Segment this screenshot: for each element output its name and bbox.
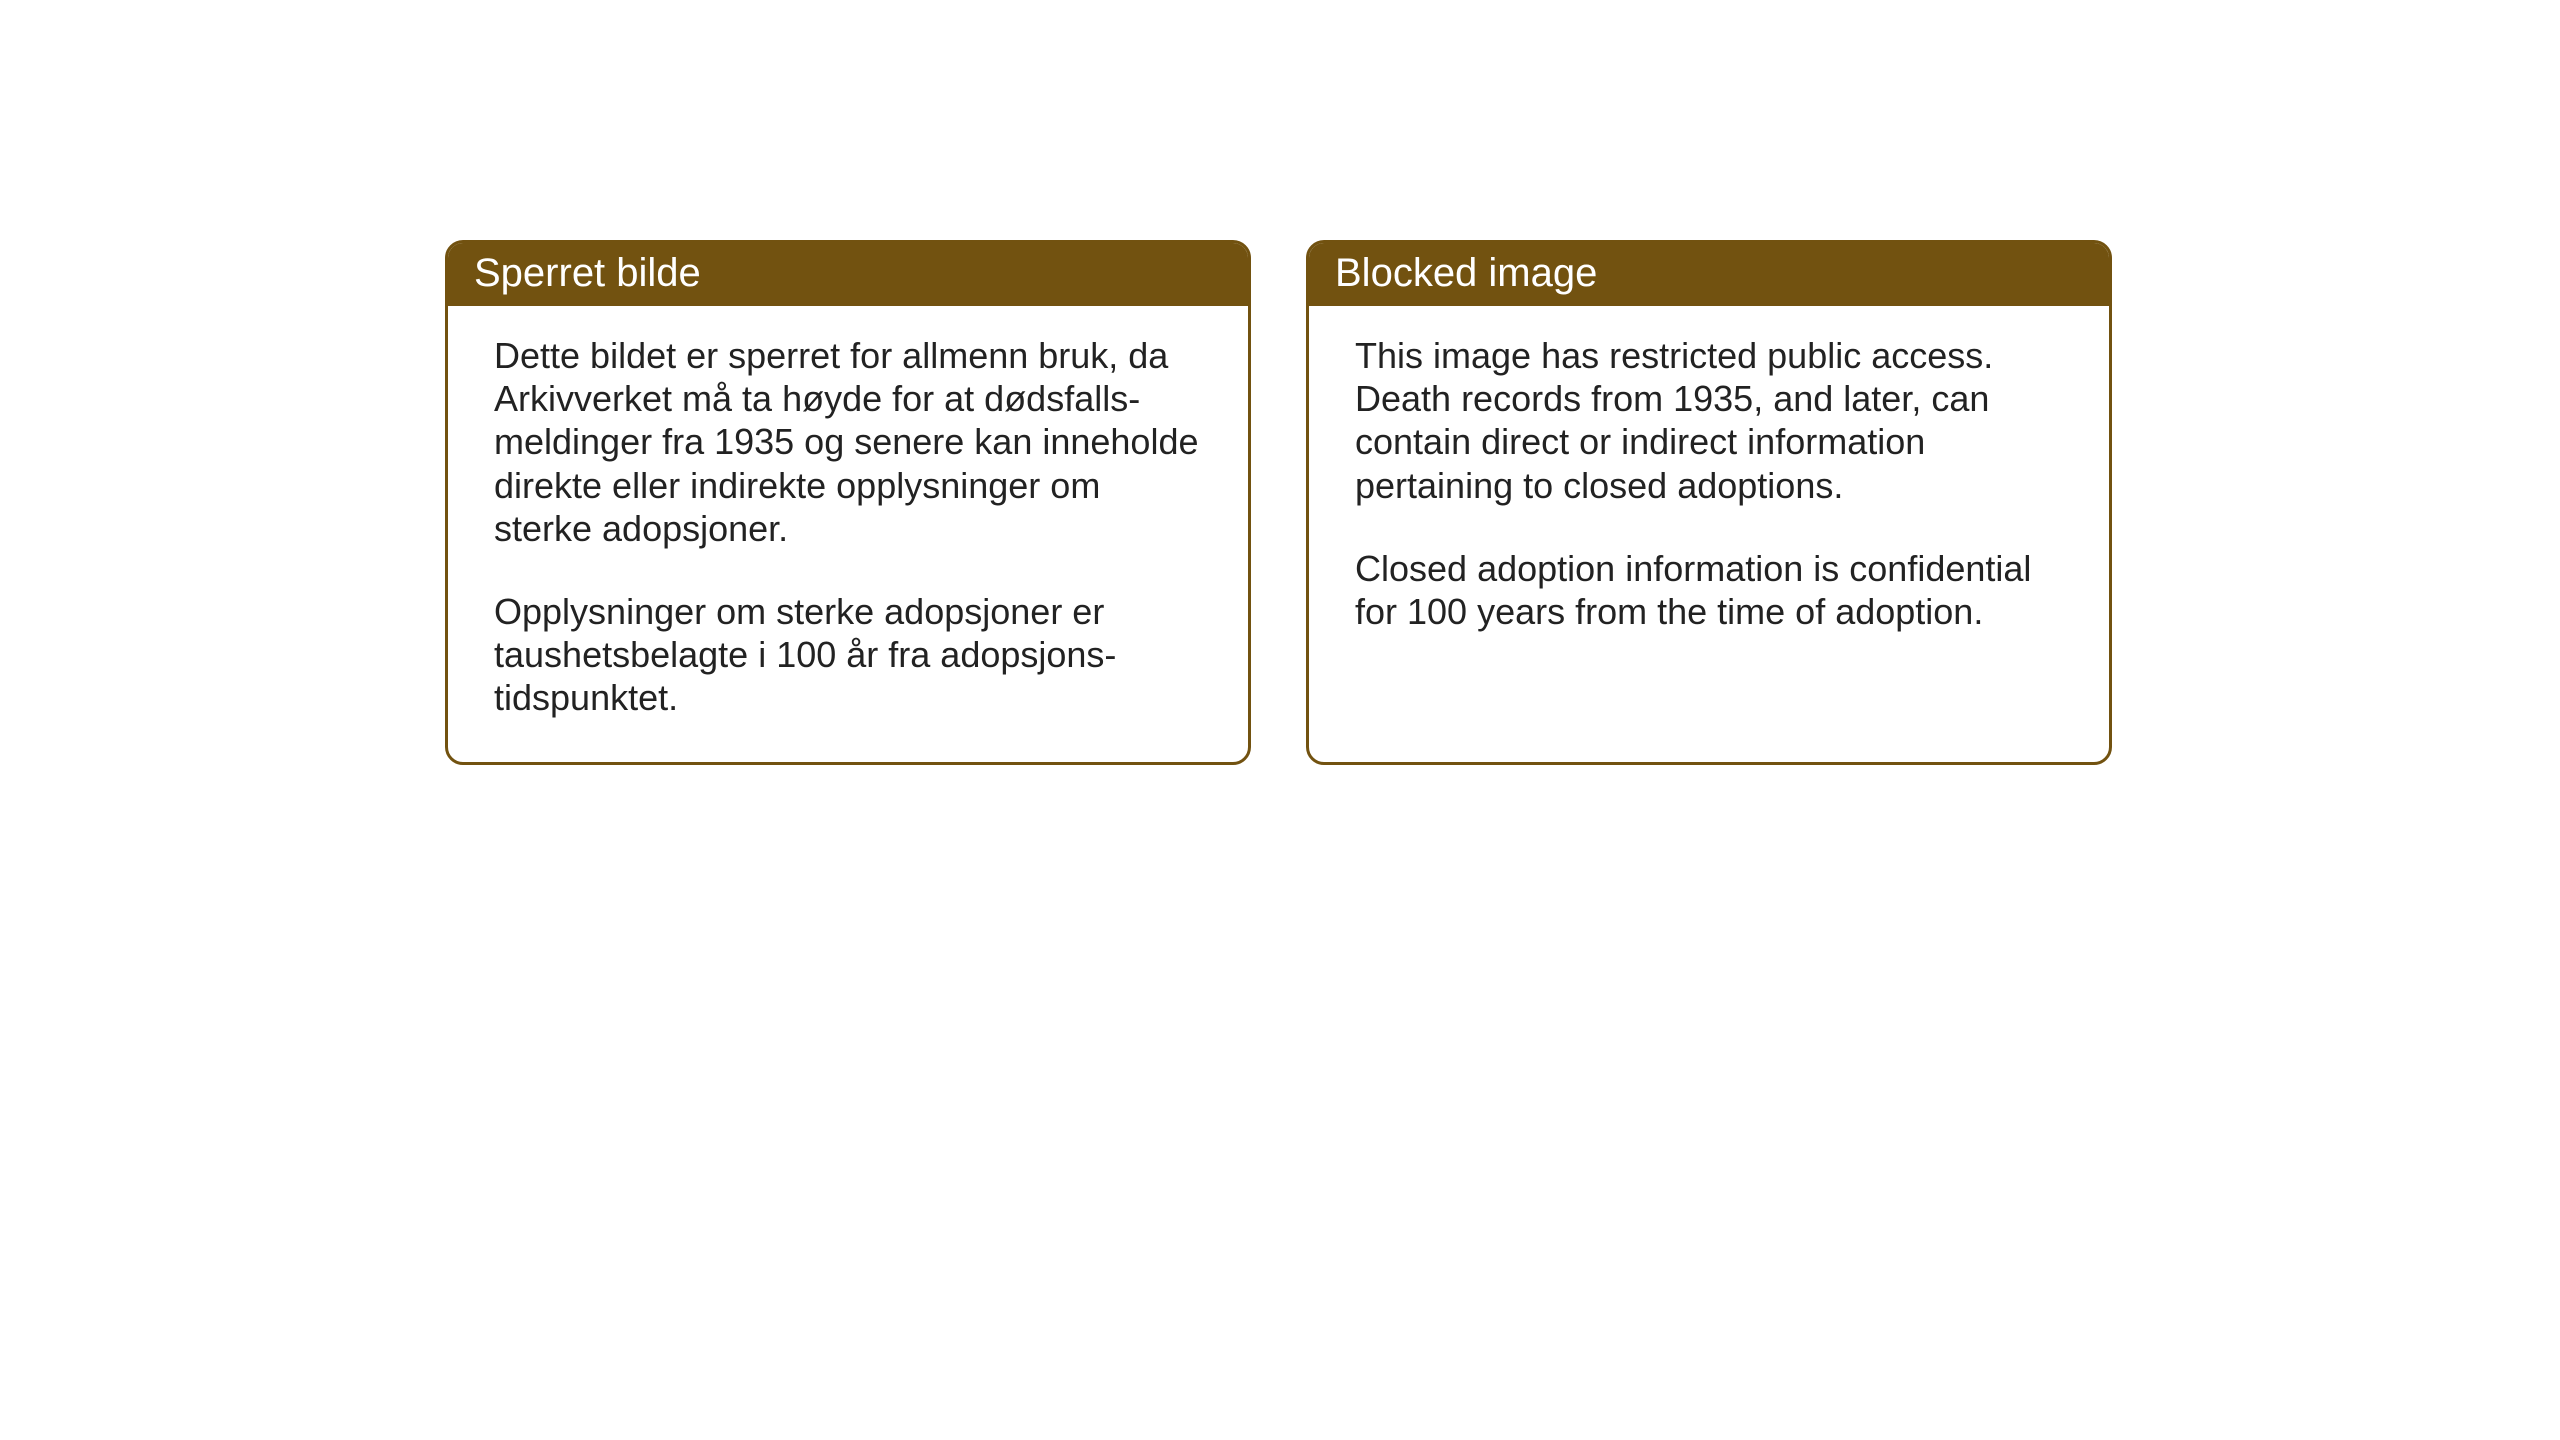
english-para-1: This image has restricted public access.… (1355, 334, 2069, 507)
norwegian-card-title: Sperret bilde (448, 243, 1248, 306)
english-para-2: Closed adoption information is confident… (1355, 547, 2069, 633)
norwegian-notice-card: Sperret bilde Dette bildet er sperret fo… (445, 240, 1251, 765)
english-notice-card: Blocked image This image has restricted … (1306, 240, 2112, 765)
norwegian-para-2: Opplysninger om sterke adopsjoner er tau… (494, 590, 1208, 720)
english-card-title: Blocked image (1309, 243, 2109, 306)
english-card-body: This image has restricted public access.… (1309, 306, 2109, 675)
notice-container: Sperret bilde Dette bildet er sperret fo… (445, 240, 2112, 765)
norwegian-para-1: Dette bildet er sperret for allmenn bruk… (494, 334, 1208, 550)
norwegian-card-body: Dette bildet er sperret for allmenn bruk… (448, 306, 1248, 762)
